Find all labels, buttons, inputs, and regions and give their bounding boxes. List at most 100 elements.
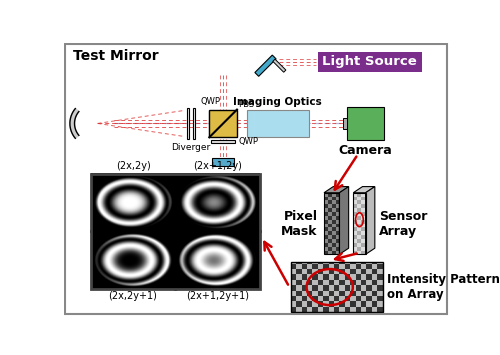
Polygon shape (354, 187, 375, 193)
Bar (361, 235, 365, 239)
Bar (365, 251, 366, 254)
Bar (345, 264, 350, 269)
Bar (365, 204, 366, 208)
Bar (318, 274, 323, 280)
Bar (357, 208, 361, 212)
Bar (334, 285, 340, 290)
Bar (307, 307, 312, 312)
Bar (332, 247, 336, 251)
Bar (328, 243, 332, 247)
Bar (354, 239, 357, 243)
Bar (90, 174, 260, 289)
Bar (340, 290, 345, 296)
Bar (366, 296, 372, 301)
Bar (366, 307, 372, 312)
Bar (328, 239, 332, 243)
Bar (357, 239, 361, 243)
Text: Test Mirror: Test Mirror (73, 49, 158, 64)
Bar (361, 220, 365, 224)
Bar (324, 208, 328, 212)
Bar (345, 301, 350, 307)
Bar (356, 269, 361, 274)
Bar (318, 262, 323, 264)
Bar (334, 280, 340, 285)
Bar (296, 274, 302, 280)
Bar (291, 296, 296, 301)
Bar (361, 197, 365, 201)
Bar (324, 247, 328, 251)
Bar (345, 262, 350, 264)
Bar (365, 224, 366, 228)
Bar (324, 212, 328, 216)
Bar (382, 290, 384, 296)
Bar (312, 269, 318, 274)
Bar (340, 264, 345, 269)
Bar (296, 301, 302, 307)
Bar (382, 274, 384, 280)
Bar (382, 280, 384, 285)
Bar (328, 301, 334, 307)
Bar (332, 251, 336, 254)
Text: (2x+1,2y+1): (2x+1,2y+1) (186, 291, 249, 301)
Bar (345, 285, 350, 290)
Bar (356, 264, 361, 269)
Bar (345, 280, 350, 285)
Bar (357, 204, 361, 208)
Bar (361, 228, 365, 231)
Bar (357, 201, 361, 204)
Bar (307, 264, 312, 269)
Polygon shape (255, 55, 276, 76)
Polygon shape (324, 187, 348, 193)
Bar (354, 220, 357, 224)
Polygon shape (70, 109, 79, 138)
Bar (328, 216, 332, 220)
Bar (350, 274, 356, 280)
Bar (372, 296, 377, 301)
Bar (344, 118, 347, 129)
Bar (357, 197, 361, 201)
Bar (345, 269, 350, 274)
Polygon shape (340, 187, 348, 254)
Bar (328, 247, 332, 251)
Bar (350, 262, 356, 264)
Bar (296, 262, 302, 264)
Bar (345, 290, 350, 296)
Bar (332, 220, 336, 224)
Bar (328, 262, 334, 264)
Bar (361, 204, 365, 208)
Bar (208, 111, 212, 136)
Bar (357, 231, 361, 235)
Bar (328, 280, 334, 285)
Bar (302, 264, 307, 269)
Text: Diverger: Diverger (171, 143, 210, 152)
Bar (361, 274, 366, 280)
Bar (324, 235, 328, 239)
Bar (324, 251, 328, 254)
Bar (318, 280, 323, 285)
Bar (366, 264, 372, 269)
Bar (356, 290, 361, 296)
Bar (365, 247, 366, 251)
Bar (361, 307, 366, 312)
Bar (302, 280, 307, 285)
Bar (357, 216, 361, 220)
Bar (328, 224, 332, 228)
Bar (324, 228, 328, 231)
Bar (350, 285, 356, 290)
Bar (323, 307, 328, 312)
Bar (382, 262, 384, 264)
Bar (296, 269, 302, 274)
Bar (296, 307, 302, 312)
Bar (328, 296, 334, 301)
Bar (296, 296, 302, 301)
Bar (366, 274, 372, 280)
Bar (336, 208, 340, 212)
Bar (291, 290, 296, 296)
Bar (354, 208, 357, 212)
Bar (332, 212, 336, 216)
Bar (350, 307, 356, 312)
Bar (354, 197, 357, 201)
Bar (336, 243, 340, 247)
Bar (365, 201, 366, 204)
Bar (332, 224, 336, 228)
